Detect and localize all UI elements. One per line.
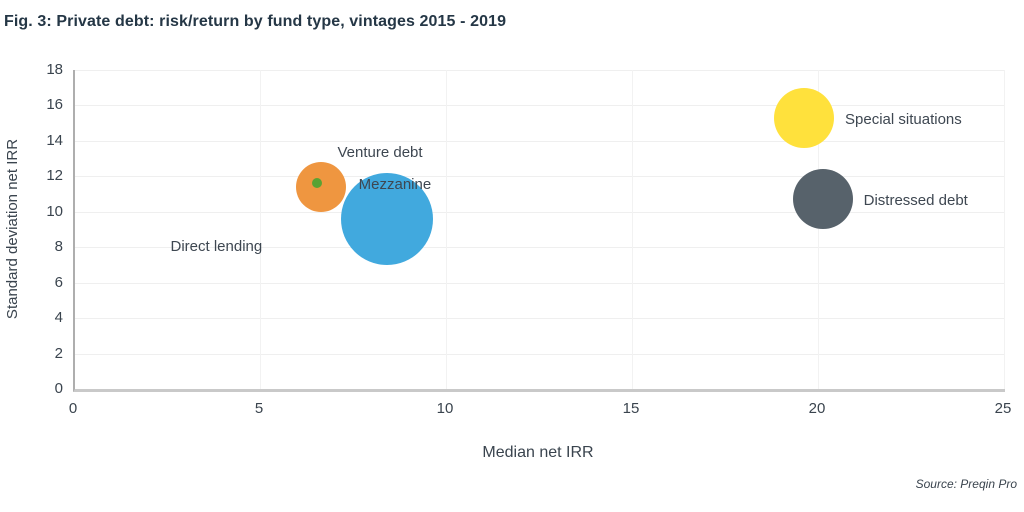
gridline-vertical: [818, 70, 819, 389]
x-tick-label: 5: [254, 400, 264, 417]
label-venture-debt: Venture debt: [337, 144, 423, 162]
gridline-vertical: [446, 70, 447, 389]
x-tick-label: 10: [436, 400, 454, 417]
gridline-horizontal: [75, 282, 1005, 284]
x-tick-label: 0: [68, 400, 78, 417]
gridline-horizontal: [75, 105, 1005, 107]
x-tick-label: 25: [994, 400, 1012, 417]
bubble-mezzanine: [341, 172, 434, 265]
y-tick-label: 8: [54, 238, 63, 256]
x-tick-label: 15: [622, 400, 640, 417]
gridline-horizontal: [75, 176, 1005, 178]
gridline-horizontal: [75, 318, 1005, 320]
y-tick-label: 6: [54, 273, 63, 291]
gridline-horizontal: [75, 211, 1005, 213]
label-special-situations: Special situations: [845, 110, 962, 128]
gridline-vertical: [260, 70, 261, 389]
y-tick-label: 12: [46, 167, 63, 185]
x-axis-title: Median net IRR: [482, 444, 594, 461]
gridline-horizontal: [75, 353, 1005, 355]
gridline-vertical: [1004, 70, 1005, 389]
label-direct-lending: Direct lending: [170, 238, 263, 256]
y-tick-label: 18: [46, 61, 63, 78]
y-tick-label: 2: [54, 344, 63, 362]
gridline-vertical: [632, 70, 633, 389]
y-tick-label: 4: [54, 309, 63, 327]
y-axis-title: Standard deviation net IRR: [4, 138, 21, 320]
label-distressed-debt: Distressed debt: [863, 192, 968, 210]
bubble-special-situations: [774, 87, 835, 148]
label-mezzanine: Mezzanine: [358, 176, 432, 194]
y-tick-label: 14: [46, 131, 63, 149]
x-tick-label: 20: [808, 400, 826, 417]
y-tick-label: 16: [46, 96, 63, 114]
y-tick-label: 10: [46, 202, 63, 220]
figure-title: Fig. 3: Private debt: risk/return by fun…: [4, 13, 507, 30]
bubble-distressed-debt: [792, 169, 853, 230]
gridline-horizontal: [75, 247, 1005, 249]
y-tick-label: 0: [54, 380, 63, 397]
gridline-horizontal: [75, 140, 1005, 142]
source-note: Source: Preqin Pro: [915, 477, 1017, 491]
plot-area: Direct lending Mezzanine Venture debt Speci…: [73, 70, 1005, 392]
bubble-direct-lending: [295, 161, 346, 212]
gridline-horizontal: [75, 70, 1005, 71]
bubble-venture-debt: [311, 178, 322, 189]
